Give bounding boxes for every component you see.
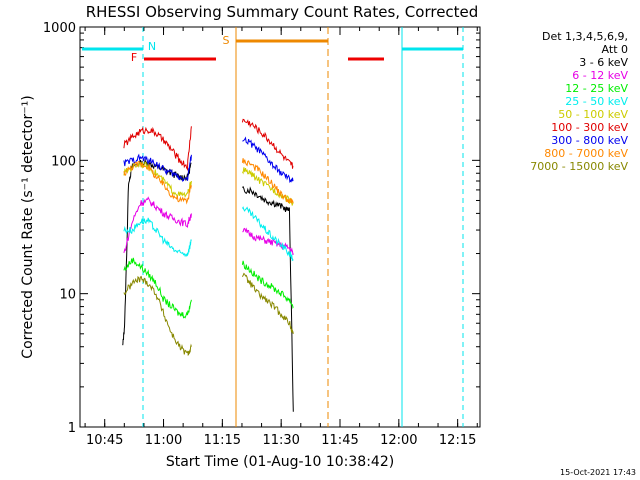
legend-entry: 6 - 12 keV: [572, 69, 628, 82]
series-line-4: [241, 167, 294, 206]
plot-frame: [79, 26, 481, 428]
legend-entry: 800 - 7000 keV: [544, 147, 628, 160]
x-tick-label: 11:15: [204, 433, 241, 448]
x-tick-label: 12:00: [380, 433, 417, 448]
x-tick-label: 12:15: [439, 433, 476, 448]
y-tick-label: 10: [59, 288, 76, 303]
y-tick-label: 1: [68, 421, 76, 436]
series-line-7: [123, 161, 192, 205]
series-layer: [122, 118, 294, 412]
series-line-8: [123, 275, 192, 356]
footer-date: 15-Oct-2021 17:43: [560, 468, 636, 477]
legend-header: Att 0: [601, 43, 628, 56]
x-tick-label: 11:45: [321, 433, 358, 448]
legend-entry: 100 - 300 keV: [551, 121, 628, 134]
x-tick-label: 11:00: [145, 433, 182, 448]
series-line-5: [123, 126, 192, 172]
legend-entry: 25 - 50 keV: [565, 95, 628, 108]
series-line-2: [123, 257, 192, 319]
legend-entry: 3 - 6 keV: [579, 56, 628, 69]
series-line-2: [241, 260, 294, 310]
x-axis-label: Start Time (01-Aug-10 10:38:42): [166, 454, 394, 470]
marker-label-F: F: [131, 51, 137, 64]
series-line-3: [123, 217, 192, 258]
series-line-0: [122, 158, 192, 346]
y-axis-label: Corrected Count Rate (s⁻¹ detector⁻¹): [20, 95, 36, 358]
legend-entry: 12 - 25 keV: [565, 82, 628, 95]
legend-entry: 7000 - 15000 keV: [530, 160, 628, 173]
markers: NF S: [82, 27, 464, 427]
series-line-6: [242, 136, 294, 184]
series-line-6: [123, 153, 192, 182]
y-axis: 1 10 100 1000: [43, 21, 480, 436]
marker-label-S: S: [223, 34, 230, 47]
series-line-1: [123, 196, 192, 254]
x-tick-label: 10:45: [86, 433, 123, 448]
x-axis: 10:45 11:00 11:15 11:30 11:45 12:00 12:15: [84, 27, 478, 448]
series-line-5: [241, 118, 294, 169]
x-tick-label: 11:30: [262, 433, 299, 448]
series-line-0: [242, 185, 294, 412]
series-line-1: [242, 227, 294, 255]
legend-header: Det 1,3,4,5,6,9,: [541, 30, 628, 43]
series-line-3: [241, 206, 294, 262]
legend-entry: 50 - 100 keV: [558, 108, 628, 121]
series-line-7: [241, 158, 294, 205]
series-line-8: [241, 272, 294, 334]
series-line-4: [123, 161, 192, 199]
legend-entry: 300 - 800 keV: [551, 134, 628, 147]
marker-label-N: N: [148, 40, 156, 53]
chart-title: RHESSI Observing Summary Count Rates, Co…: [86, 3, 479, 21]
y-tick-label: 100: [51, 154, 76, 169]
y-tick-label: 1000: [43, 21, 76, 36]
